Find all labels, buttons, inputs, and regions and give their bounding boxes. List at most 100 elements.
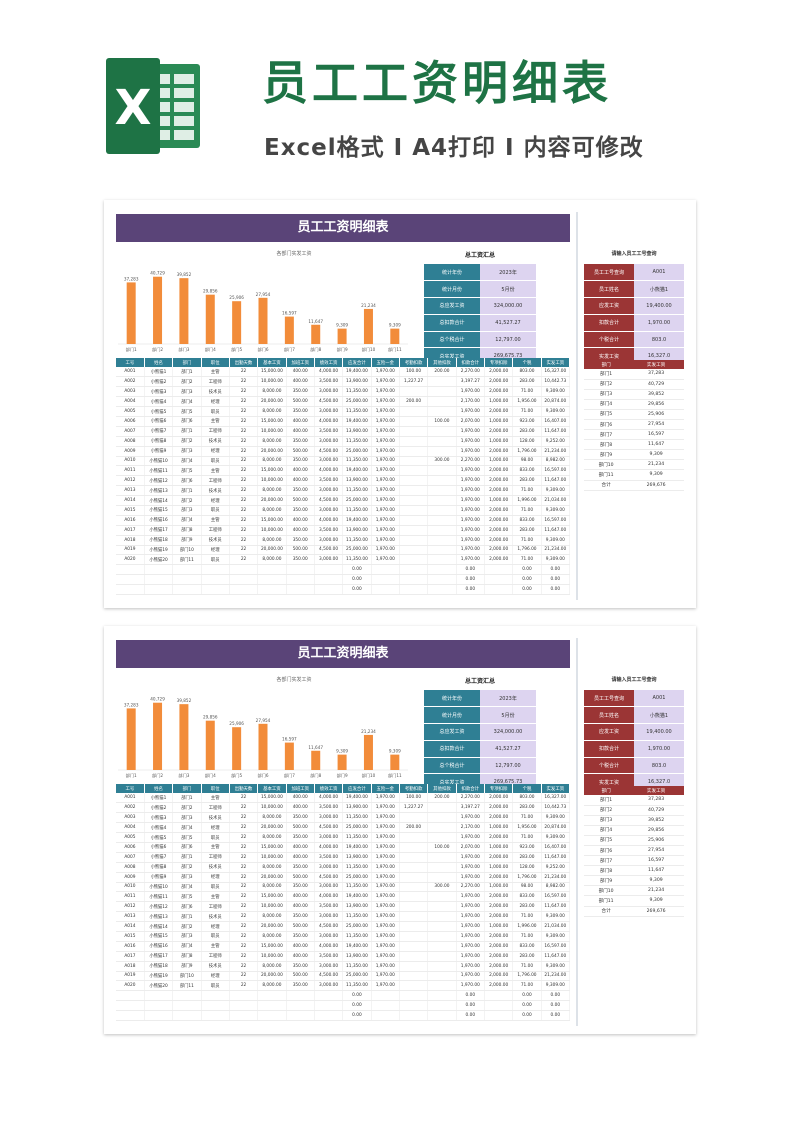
summary-row: 总扣款合计 41,527.27	[424, 740, 536, 758]
table-cell: 小熊猫14	[144, 495, 174, 506]
table-cell: 1,970.00	[371, 852, 400, 863]
table-cell: 小熊猫19	[144, 971, 174, 982]
query-label: 扣款合计	[584, 740, 634, 758]
table-cell: 16,597.00	[541, 465, 571, 477]
table-cell: A015	[116, 931, 145, 942]
table-cell: 1,970.00	[371, 862, 400, 873]
table-cell: 71.00	[512, 554, 542, 566]
chart-value-label: 9,309	[389, 323, 401, 328]
table-cell	[314, 574, 344, 586]
table-cell: 4,500.00	[314, 872, 344, 883]
table-cell: 小熊猫4	[144, 822, 174, 834]
query-label: 应发工资	[584, 723, 634, 741]
table-cell: 部门6	[172, 475, 202, 487]
table-cell: 2,170.00	[456, 822, 485, 834]
table-cell: 22	[229, 554, 259, 566]
table-cell: 400.00	[286, 376, 315, 388]
table-cell: 22	[229, 941, 259, 952]
dept-row: 部门9 9,309	[584, 449, 684, 461]
table-cell: 0.00	[541, 1010, 571, 1021]
table-cell: 1,970.00	[371, 951, 400, 962]
table-row: 0.00 0.00 0.00 0.00	[116, 990, 571, 1002]
table-cell: 小熊猫13	[144, 485, 174, 497]
table-cell: 25,000.00	[342, 495, 372, 506]
table-cell: 3,500.00	[314, 376, 344, 388]
table-cell: 技术员	[201, 485, 230, 497]
table-cell: 1,970.00	[456, 961, 485, 972]
table-cell	[399, 980, 429, 992]
chart-value-label: 21,234	[361, 303, 376, 308]
sheet-title: 员工工资明细表	[116, 214, 570, 242]
table-cell: 22	[229, 862, 259, 873]
table-cell: 0.00	[512, 990, 542, 1002]
table-cell	[427, 1000, 457, 1012]
table-cell: 11,647.00	[541, 852, 571, 863]
dept-salary: 21,234	[628, 885, 684, 897]
table-cell: 0.00	[512, 584, 542, 595]
table-cell: 1,970.00	[456, 554, 485, 566]
table-cell: 20,000.00	[257, 872, 287, 883]
table-cell	[144, 1000, 174, 1012]
table-cell: 1,970.00	[456, 901, 485, 913]
table-cell: 技术员	[201, 535, 230, 546]
dept-row: 部门2 40,729	[584, 379, 684, 390]
summary-row: 总扣款合计 41,527.27	[424, 314, 536, 332]
table-cell: 8,000.00	[257, 406, 287, 417]
table-cell: 20,000.00	[257, 921, 287, 932]
table-cell: 3,500.00	[314, 426, 344, 437]
table-cell: 3,000.00	[314, 980, 344, 992]
table-cell: 2,000.00	[484, 446, 514, 457]
table-cell: 工程师	[201, 852, 230, 863]
chart-bar	[284, 742, 294, 770]
table-cell: 71.00	[512, 832, 542, 843]
table-cell: 25,000.00	[342, 822, 372, 834]
chart-value-label: 40,729	[150, 697, 165, 702]
table-cell: A004	[116, 822, 145, 834]
table-cell: 0.00	[456, 574, 485, 586]
table-cell: A013	[116, 485, 145, 497]
dept-row: 部门7 16,597	[584, 855, 684, 867]
summary-label: 总应发工资	[424, 723, 480, 741]
table-cell: 350.00	[286, 554, 315, 566]
chart-value-label: 9,309	[336, 749, 348, 754]
table-cell: 1,970.00	[371, 921, 400, 932]
table-cell: 283.00	[512, 852, 542, 863]
query-label: 扣款合计	[584, 314, 634, 332]
table-cell: 经理	[201, 396, 230, 408]
table-cell	[144, 1010, 174, 1021]
table-cell: 500.00	[286, 971, 315, 982]
table-cell: 3,500.00	[314, 475, 344, 487]
table-cell	[172, 584, 202, 595]
table-cell: 19,400.00	[342, 891, 372, 903]
table-row: A012 小熊猫12 部门6 工程师 22 10,000.00 400.00 3,500.00…	[116, 475, 571, 487]
hero-title: 员工工资明细表	[262, 56, 612, 110]
dept-salary: 21,234	[628, 459, 684, 471]
table-cell: 主管	[201, 515, 230, 526]
column-header: 基本工资	[257, 358, 287, 367]
table-cell: 经理	[201, 971, 230, 982]
table-cell: 15,000.00	[257, 793, 287, 804]
table-cell: 20,000.00	[257, 396, 287, 408]
table-row: A009 小熊猫9 部门3 经理 22 20,000.00 500.00 4,500.00 25…	[116, 446, 571, 457]
table-row: A016 小熊猫16 部门4 主管 22 15,000.00 400.00 4,000.00 1…	[116, 515, 571, 526]
chart-bar	[311, 750, 321, 770]
summary-row: 统计月份 5月份	[424, 280, 536, 299]
dept-name: 合计	[584, 480, 629, 491]
table-cell: 2,000.00	[484, 793, 514, 804]
table-cell: 工程师	[201, 475, 230, 487]
table-cell	[399, 951, 429, 962]
table-cell	[286, 574, 315, 586]
table-cell: 1,796.00	[512, 971, 542, 982]
table-cell: 350.00	[286, 911, 315, 923]
table-cell: 25,000.00	[342, 545, 372, 556]
table-cell: 小熊猫12	[144, 901, 174, 913]
table-cell: 2,000.00	[484, 386, 514, 398]
table-cell: 25,000.00	[342, 396, 372, 408]
table-cell: 19,400.00	[342, 793, 372, 804]
dept-row: 部门4 29,856	[584, 825, 684, 836]
table-cell: 2,000.00	[484, 980, 514, 992]
table-cell: 500.00	[286, 545, 315, 556]
table-cell: 350.00	[286, 961, 315, 972]
table-row: A009 小熊猫9 部门3 经理 22 20,000.00 500.00 4,500.00 25…	[116, 872, 571, 883]
table-cell	[427, 554, 457, 566]
